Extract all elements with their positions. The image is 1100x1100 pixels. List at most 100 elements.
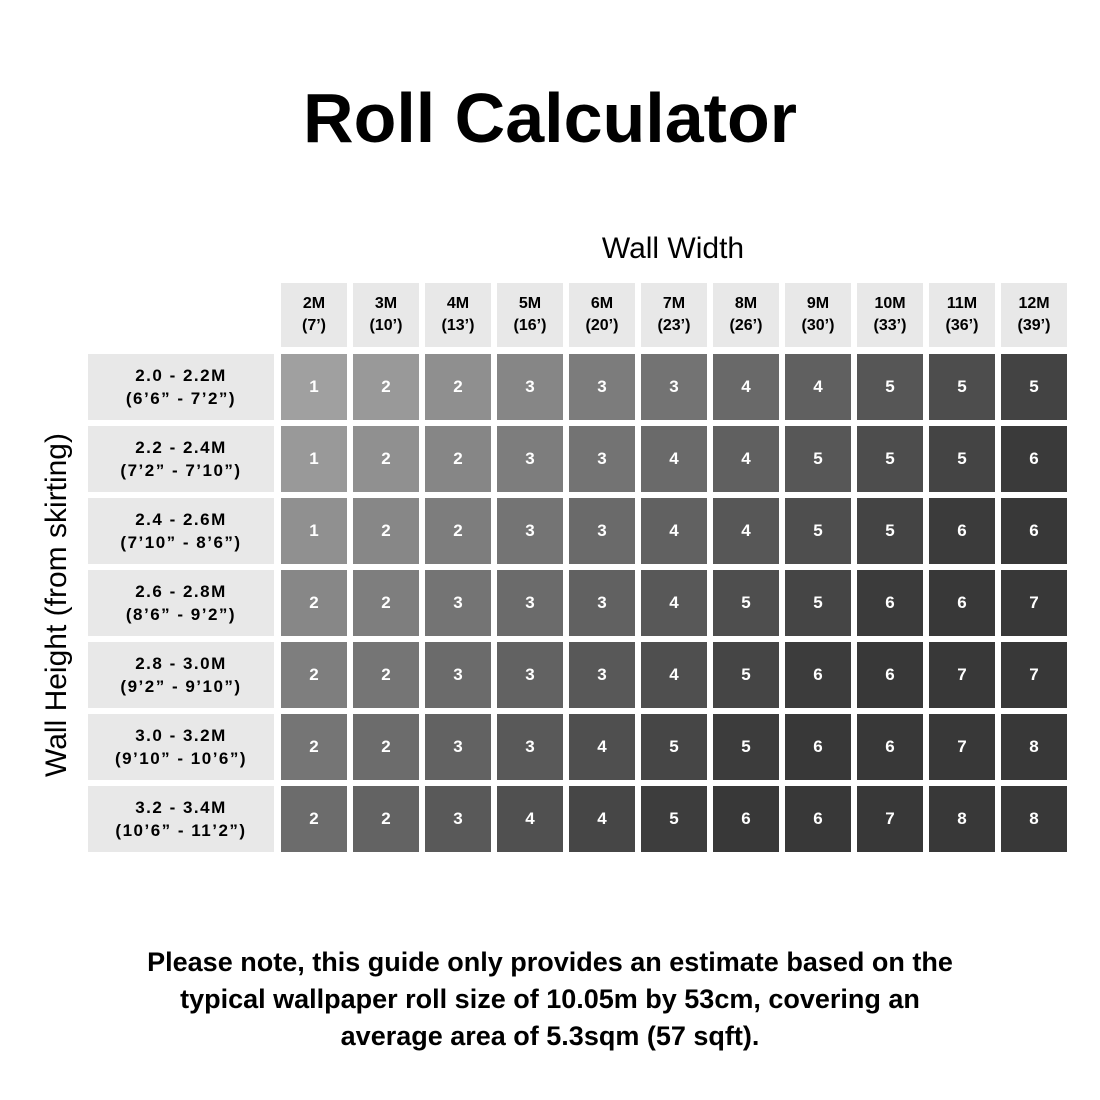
x-axis-label: Wall Width	[601, 232, 745, 265]
roll-count-cell: 4	[641, 426, 707, 492]
column-header-feet: (39’)	[1017, 317, 1051, 334]
roll-count-cell: 8	[1001, 714, 1067, 780]
row-header-metres: 2.0 - 2.2M	[135, 366, 227, 385]
column-header-feet: (13’)	[441, 317, 475, 334]
column-header-metres: 12M	[1018, 295, 1050, 312]
roll-count-cell: 2	[425, 498, 491, 564]
roll-count-cell: 5	[713, 642, 779, 708]
roll-count-cell: 4	[641, 570, 707, 636]
roll-count-cell: 7	[1001, 642, 1067, 708]
column-header: 7M (23’)	[641, 283, 707, 347]
roll-count-cell: 6	[857, 570, 923, 636]
row-header-metres: 3.2 - 3.4M	[135, 798, 227, 817]
roll-count-cell: 2	[353, 570, 419, 636]
roll-count-cell: 5	[857, 426, 923, 492]
column-header-feet: (30’)	[801, 317, 835, 334]
roll-count-cell: 2	[281, 786, 347, 852]
roll-count-cell: 2	[353, 642, 419, 708]
roll-count-cell: 2	[281, 570, 347, 636]
roll-count-cell: 6	[1001, 498, 1067, 564]
roll-count-cell: 3	[425, 786, 491, 852]
roll-count-cell: 2	[353, 714, 419, 780]
roll-count-cell: 4	[713, 426, 779, 492]
column-header-metres: 5M	[518, 295, 542, 312]
column-header: 3M (10’)	[353, 283, 419, 347]
column-header-metres: 6M	[590, 295, 614, 312]
roll-count-cell: 3	[497, 426, 563, 492]
roll-count-cell: 5	[857, 354, 923, 420]
y-axis-label: Wall Height (from skirting)	[40, 433, 73, 777]
roll-count-cell: 3	[569, 426, 635, 492]
footnote-line: average area of 5.3sqm (57 sqft).	[340, 1021, 760, 1051]
roll-count-cell: 6	[929, 570, 995, 636]
row-header-feet: (7’2” - 7’10”)	[120, 461, 242, 480]
roll-count-cell: 5	[713, 570, 779, 636]
roll-count-cell: 6	[857, 642, 923, 708]
chart-title: Roll Calculator	[303, 79, 797, 157]
column-header-feet: (36’)	[945, 317, 979, 334]
roll-count-cell: 3	[497, 714, 563, 780]
roll-count-cell: 7	[929, 714, 995, 780]
roll-count-cell: 5	[713, 714, 779, 780]
footnote: Please note, this guide only provides an…	[20, 944, 1080, 1055]
column-header-metres: 8M	[734, 295, 758, 312]
column-header: 4M (13’)	[425, 283, 491, 347]
roll-count-cell: 6	[857, 714, 923, 780]
roll-count-cell: 4	[713, 498, 779, 564]
row-header-feet: (9’10” - 10’6”)	[114, 749, 248, 768]
roll-count-cell: 8	[1001, 786, 1067, 852]
column-header-metres: 2M	[302, 295, 326, 312]
roll-count-cell: 7	[929, 642, 995, 708]
roll-count-cell: 1	[281, 354, 347, 420]
roll-count-cell: 2	[281, 642, 347, 708]
roll-count-cell: 4	[713, 354, 779, 420]
roll-count-cell: 7	[1001, 570, 1067, 636]
column-header-metres: 10M	[874, 295, 906, 312]
roll-count-cell: 2	[353, 498, 419, 564]
roll-count-cell: 2	[425, 354, 491, 420]
column-header-metres: 7M	[662, 295, 686, 312]
roll-count-cell: 1	[281, 498, 347, 564]
roll-count-cell: 4	[641, 498, 707, 564]
row-header: 2.6 - 2.8M (8’6” - 9’2”)	[88, 570, 274, 636]
row-header-feet: (10’6” - 11’2”)	[115, 821, 247, 840]
roll-count-cell: 3	[425, 642, 491, 708]
roll-count-cell: 6	[785, 786, 851, 852]
roll-count-cell: 3	[497, 570, 563, 636]
roll-count-cell: 3	[569, 570, 635, 636]
roll-count-cell: 5	[929, 354, 995, 420]
roll-count-cell: 4	[497, 786, 563, 852]
roll-count-cell: 5	[641, 714, 707, 780]
footnote-line: typical wallpaper roll size of 10.05m by…	[180, 984, 920, 1014]
roll-count-cell: 5	[1001, 354, 1067, 420]
roll-count-cell: 3	[569, 498, 635, 564]
row-header-metres: 3.0 - 3.2M	[135, 726, 227, 745]
row-header-feet: (7’10” - 8’6”)	[120, 533, 242, 552]
row-header-feet: (9’2” - 9’10”)	[120, 677, 242, 696]
column-header: 10M (33’)	[857, 283, 923, 347]
roll-count-cell: 6	[785, 714, 851, 780]
roll-count-cell: 5	[641, 786, 707, 852]
column-header-feet: (20’)	[585, 317, 619, 334]
roll-count-cell: 5	[929, 426, 995, 492]
column-header-feet: (7’)	[302, 317, 326, 334]
column-header: 6M (20’)	[569, 283, 635, 347]
roll-count-cell: 6	[785, 642, 851, 708]
roll-count-cell: 6	[713, 786, 779, 852]
roll-count-cell: 5	[785, 570, 851, 636]
row-header: 2.0 - 2.2M (6’6” - 7’2”)	[88, 354, 274, 420]
column-header-feet: (23’)	[657, 317, 691, 334]
column-header: 2M (7’)	[281, 283, 347, 347]
roll-count-cell: 8	[929, 786, 995, 852]
column-header-metres: 4M	[446, 295, 470, 312]
roll-count-cell: 2	[353, 354, 419, 420]
roll-count-cell: 7	[857, 786, 923, 852]
column-header: 8M (26’)	[713, 283, 779, 347]
column-header-metres: 3M	[374, 295, 398, 312]
column-header-feet: (33’)	[873, 317, 907, 334]
roll-count-cell: 2	[353, 786, 419, 852]
row-header-metres: 2.8 - 3.0M	[135, 654, 227, 673]
roll-count-cell: 6	[1001, 426, 1067, 492]
row-header: 2.8 - 3.0M (9’2” - 9’10”)	[88, 642, 274, 708]
roll-count-cell: 3	[425, 570, 491, 636]
